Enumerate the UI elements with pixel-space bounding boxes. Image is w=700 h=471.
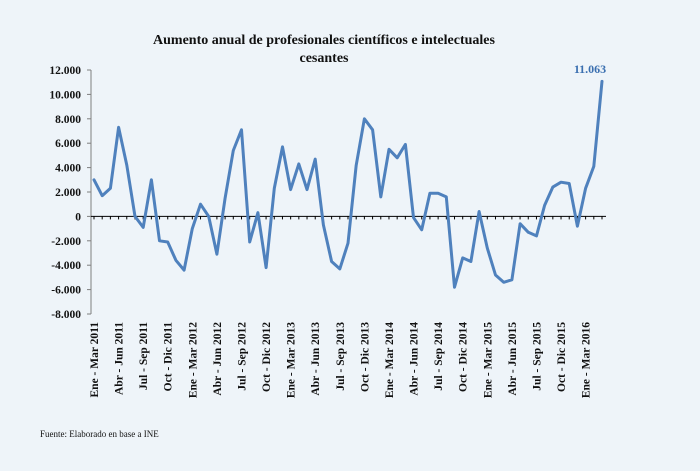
x-tick-label: Ene - Mar 2015 xyxy=(482,322,494,398)
x-tick-label: Abr - Jun 2011 xyxy=(114,322,126,395)
x-tick-label: Oct - Dic 2015 xyxy=(556,322,568,392)
x-tick-label: Abr - Jun 2012 xyxy=(212,322,224,396)
y-tick-label: 2.000 xyxy=(55,187,81,199)
x-tick-label: Abr - Jun 2013 xyxy=(310,322,322,396)
x-tick-label: Ene - Mar 2016 xyxy=(581,322,593,398)
y-tick-label: 10.000 xyxy=(49,89,81,101)
x-tick-label: Jul - Sep 2011 xyxy=(138,322,150,390)
last-value-annotation: 11.063 xyxy=(574,62,606,76)
x-tick-label: Jul - Sep 2012 xyxy=(236,322,248,391)
source-note: Fuente: Elaborado en base a INE xyxy=(40,429,159,439)
y-tick-label: -8.000 xyxy=(51,309,81,321)
x-axis-ticks: Ene - Mar 2011 Abr - Jun 2011 Jul - Sep 20… xyxy=(89,216,603,398)
y-tick-label: -2.000 xyxy=(51,236,81,248)
x-tick-label: Jul - Sep 2013 xyxy=(335,322,347,391)
y-tick-label: 0 xyxy=(75,211,81,223)
y-tick-label: 12.000 xyxy=(49,65,81,77)
x-tick-label: Abr - Jun 2015 xyxy=(507,322,519,396)
x-tick-label: Oct - Dic 2013 xyxy=(359,322,371,392)
x-tick-label: Jul - Sep 2015 xyxy=(531,322,543,391)
y-tick-label: 6.000 xyxy=(55,138,81,150)
x-tick-label: Ene - Mar 2012 xyxy=(187,322,199,398)
x-tick-label: Oct - Dic 2011 xyxy=(163,322,175,392)
y-axis-ticks: 12.000 10.000 8.000 6.000 4.000 2.000 0 -2.000 -… xyxy=(49,65,91,321)
x-tick-label: Jul - Sep 2014 xyxy=(433,322,445,391)
y-tick-label: -4.000 xyxy=(51,260,81,272)
x-tick-label: Oct - Dic 2012 xyxy=(261,322,273,392)
x-tick-label: Ene - Mar 2011 xyxy=(89,322,101,398)
y-tick-label: 8.000 xyxy=(55,114,81,126)
chart-title-line1: Aumento anual de profesionales científic… xyxy=(153,33,495,48)
chart-title-line2: cesantes xyxy=(300,51,350,66)
x-tick-label: Abr - Jun 2014 xyxy=(409,322,421,396)
y-tick-label: -6.000 xyxy=(51,285,81,297)
x-tick-label: Ene - Mar 2013 xyxy=(286,322,298,398)
y-tick-label: 4.000 xyxy=(55,163,81,175)
x-tick-label: Oct - Dic 2014 xyxy=(458,322,470,392)
series-line xyxy=(92,79,604,289)
x-tick-label: Ene - Mar 2014 xyxy=(384,322,396,398)
